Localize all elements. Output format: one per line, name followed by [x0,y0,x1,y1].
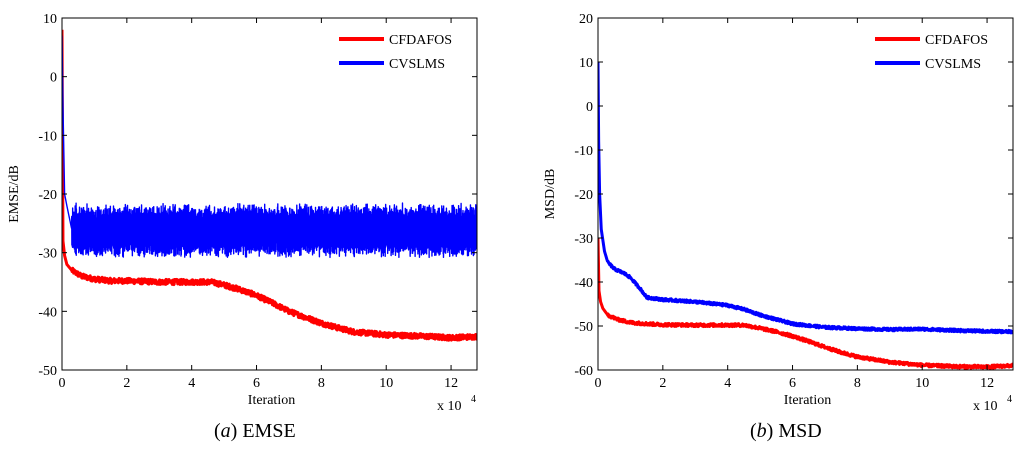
caption-a: (a) EMSE [214,420,296,442]
x-tick-label: 12 [980,376,994,391]
chart-a: 0 2 4 6 8 10 12 10 0 -10 -20 -30 -40 -50 Iteration EMSE… [7,12,478,414]
y-tick-label: 10 [43,12,57,27]
y-tick-label: 0 [50,71,57,86]
y-tick-label: 10 [579,56,593,71]
x-tick-label: 0 [595,376,602,391]
y-tick-label: -40 [38,305,57,320]
series-line-cfdafos [598,237,1013,370]
y-tick-label: -40 [574,276,593,291]
x-multiplier: x 10 [437,399,462,414]
series-cvslms [598,61,1013,335]
x-tick-label: 12 [444,376,458,391]
x-tick-label: 6 [789,376,796,391]
y-tick-label: -30 [574,232,593,247]
y-tick-label: -60 [574,364,593,379]
y-tick-label: 0 [586,100,593,115]
caption-b-letter: b [756,420,767,442]
chart-b: 0 2 4 6 8 10 12 20 10 0 -10 -20 -30 -40 -50 -60 Iteratio… [543,12,1014,414]
legend-label-cvslms: CVSLMS [925,57,981,72]
y-tick-label: -50 [574,320,593,335]
x-multiplier-exponent: 4 [471,394,476,405]
legend-label-cfdafos: CFDAFOS [925,33,988,48]
x-tick-label: 6 [253,376,260,391]
series-line-cfdafos [62,29,477,342]
x-multiplier-exponent: 4 [1007,394,1012,405]
y-tick-label: -50 [38,364,57,379]
y-tick-label: -10 [38,129,57,144]
y-tick-label: 20 [579,12,593,27]
series-line-cvslms [598,61,1013,335]
x-multiplier: x 10 [973,399,998,414]
x-tick-label: 10 [379,376,393,391]
y-tick-label: -20 [38,188,57,203]
series-cvslms [62,35,477,259]
caption-b: (b) MSD [750,420,822,442]
x-tick-label: 10 [915,376,929,391]
caption-b-text: MSD [778,420,822,442]
caption-a-letter: a [220,420,231,442]
series-cfdafos [62,29,477,342]
x-axis-label: Iteration [248,393,295,408]
legend-label-cfdafos: CFDAFOS [389,33,452,48]
y-tick-label: -30 [38,247,57,262]
x-tick-label: 2 [123,376,130,391]
y-axis-label: EMSE/dB [7,165,22,223]
x-tick-label: 2 [659,376,666,391]
x-tick-label: 8 [854,376,861,391]
x-tick-label: 8 [318,376,325,391]
x-tick-label: 0 [59,376,66,391]
y-tick-label: -10 [574,144,593,159]
x-axis-label: Iteration [784,393,831,408]
series-cfdafos [598,237,1013,370]
x-tick-label: 4 [188,376,195,391]
y-tick-label: -20 [574,188,593,203]
y-axis-label: MSD/dB [543,169,558,220]
series-line-cvslms [62,35,477,259]
caption-a-text: EMSE [242,420,296,442]
x-tick-label: 4 [724,376,731,391]
legend-label-cvslms: CVSLMS [389,57,445,72]
